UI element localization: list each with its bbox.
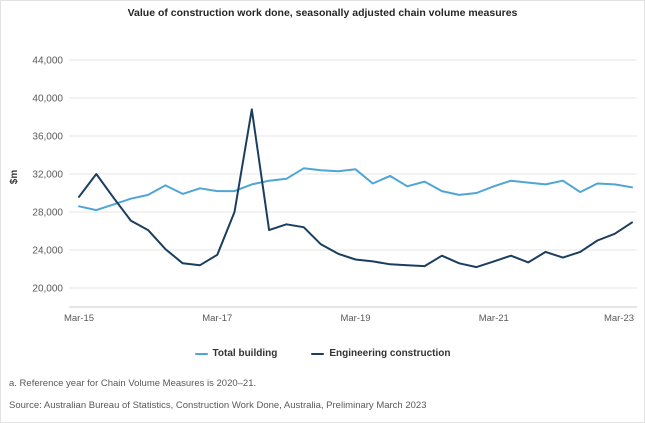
y-axis-tick-label: 40,000	[32, 94, 63, 105]
y-axis-tick-label: 36,000	[32, 132, 63, 143]
engineering-construction-swatch	[311, 352, 325, 355]
y-axis-tick-label: 32,000	[32, 170, 63, 181]
total-building-line	[78, 167, 633, 212]
x-axis-tick-label: Mar-19	[340, 313, 370, 324]
y-axis-tick-label: 44,000	[32, 56, 63, 67]
y-axis-tick-label: 24,000	[32, 246, 63, 257]
legend-label-engineering-construction: Engineering construction	[329, 348, 451, 359]
y-axis-tick-label: 28,000	[32, 208, 63, 219]
legend-item-total-building[interactable]: Total building	[194, 348, 278, 359]
engineering-construction-line	[78, 108, 633, 269]
x-axis-tick-label: Mar-17	[202, 313, 232, 324]
x-axis-tick-label: Mar-15	[64, 313, 94, 324]
total-building-swatch	[194, 352, 208, 355]
line-chart: 20,000 24,000 28,000 32,000 36,000 40,000 44,0…	[9, 56, 637, 324]
x-axis-tick-label: Mar-23	[604, 313, 634, 324]
source-note: Source: Australian Bureau of Statistics,…	[9, 400, 427, 411]
footnote: a. Reference year for Chain Volume Measu…	[9, 378, 257, 389]
y-axis-tick-label: 20,000	[32, 284, 63, 295]
legend-label-total-building: Total building	[212, 348, 278, 359]
chart-title: Value of construction work done, seasona…	[127, 7, 518, 19]
legend-item-engineering-construction[interactable]: Engineering construction	[311, 348, 450, 359]
y-axis-label: $m	[9, 170, 20, 185]
x-axis-tick-label: Mar-21	[479, 313, 509, 324]
legend: Total building Engineering construction	[1, 348, 644, 359]
